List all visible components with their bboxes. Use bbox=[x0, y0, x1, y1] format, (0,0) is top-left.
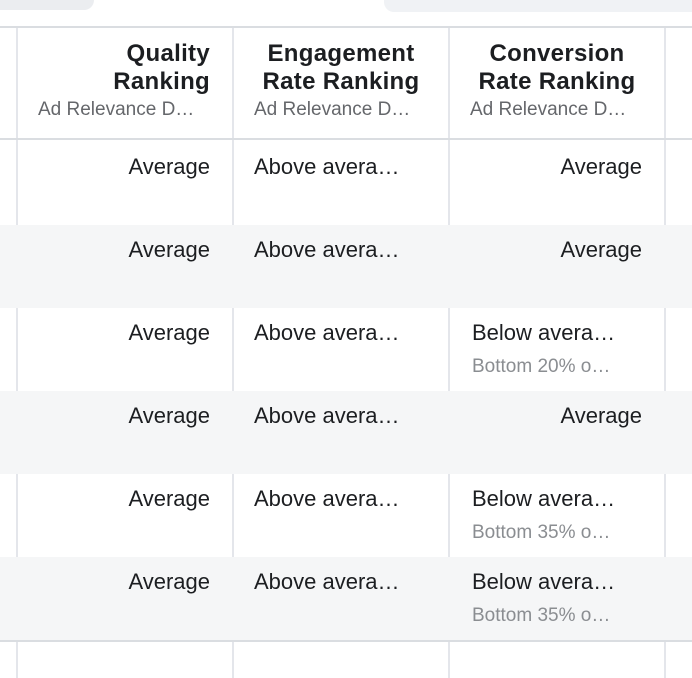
quality-ranking-cell: Average bbox=[128, 486, 210, 511]
quality-ranking-cell: Average bbox=[128, 403, 210, 428]
table-row[interactable]: Average Above avera… Below avera… Bottom… bbox=[0, 557, 692, 640]
table-row[interactable]: Average Above avera… Average bbox=[0, 225, 692, 308]
header-title-line: Rate Ranking bbox=[262, 68, 420, 95]
quality-ranking-cell: Average bbox=[128, 154, 210, 179]
conversion-ranking-cell: Below avera… Bottom 35% o… bbox=[450, 557, 664, 640]
header-title-line: Rate Ranking bbox=[478, 68, 636, 95]
header-title-line: Ranking bbox=[113, 68, 210, 95]
conversion-ranking-cell: Average bbox=[450, 225, 664, 308]
conversion-ranking-percentile: Bottom 35% o… bbox=[472, 605, 611, 626]
conversion-ranking-cell: Average bbox=[450, 142, 664, 225]
conversion-ranking-cell: Below avera… Bottom 20% o… bbox=[450, 308, 664, 391]
quality-ranking-cell: Average bbox=[128, 237, 210, 262]
table-row[interactable]: Average Above avera… Average bbox=[0, 142, 692, 225]
engagement-ranking-cell: Above avera… bbox=[254, 486, 400, 511]
engagement-ranking-cell: Above avera… bbox=[254, 403, 400, 428]
column-header-conversion-rate-ranking[interactable]: Conversion Rate Ranking Ad Relevance D… bbox=[450, 28, 664, 140]
quality-ranking-cell: Average bbox=[128, 320, 210, 345]
conversion-ranking-percentile: Bottom 35% o… bbox=[472, 522, 611, 543]
header-subtitle: Ad Relevance D… bbox=[254, 99, 411, 120]
toolbar-control-right[interactable] bbox=[384, 0, 692, 12]
header-title-line: Quality bbox=[126, 40, 210, 67]
table-row[interactable]: Average Above avera… Below avera… Bottom… bbox=[0, 474, 692, 557]
table-row[interactable]: Average Above avera… Average bbox=[0, 391, 692, 474]
column-header-engagement-rate-ranking[interactable]: Engagement Rate Ranking Ad Relevance D… bbox=[234, 28, 448, 140]
conversion-ranking-value: Average bbox=[560, 237, 642, 262]
conversion-ranking-value: Average bbox=[560, 403, 642, 428]
header-subtitle: Ad Relevance D… bbox=[38, 99, 195, 120]
conversion-ranking-cell: Below avera… Bottom 35% o… bbox=[450, 474, 664, 557]
table-footer-divider bbox=[0, 640, 692, 642]
header-subtitle: Ad Relevance D… bbox=[470, 99, 627, 120]
top-toolbar-area bbox=[0, 0, 692, 28]
quality-ranking-cell: Average bbox=[128, 569, 210, 594]
column-divider bbox=[16, 28, 18, 678]
conversion-ranking-value: Average bbox=[560, 154, 642, 179]
table-row[interactable]: Average Above avera… Below avera… Bottom… bbox=[0, 308, 692, 391]
conversion-ranking-value: Below avera… bbox=[472, 486, 616, 511]
conversion-ranking-percentile: Bottom 20% o… bbox=[472, 356, 611, 377]
table-header: Quality Ranking Ad Relevance D… Engageme… bbox=[0, 28, 692, 140]
conversion-ranking-value: Below avera… bbox=[472, 320, 616, 345]
column-divider bbox=[232, 28, 234, 678]
column-divider bbox=[448, 28, 450, 678]
header-title-line: Conversion bbox=[489, 40, 625, 67]
conversion-ranking-value: Below avera… bbox=[472, 569, 616, 594]
engagement-ranking-cell: Above avera… bbox=[254, 320, 400, 345]
engagement-ranking-cell: Above avera… bbox=[254, 237, 400, 262]
column-header-quality-ranking[interactable]: Quality Ranking Ad Relevance D… bbox=[18, 28, 232, 140]
header-title-line: Engagement bbox=[267, 40, 415, 67]
engagement-ranking-cell: Above avera… bbox=[254, 154, 400, 179]
column-divider bbox=[664, 28, 666, 678]
engagement-ranking-cell: Above avera… bbox=[254, 569, 400, 594]
toolbar-control-left[interactable] bbox=[0, 0, 94, 10]
conversion-ranking-cell: Average bbox=[450, 391, 664, 474]
